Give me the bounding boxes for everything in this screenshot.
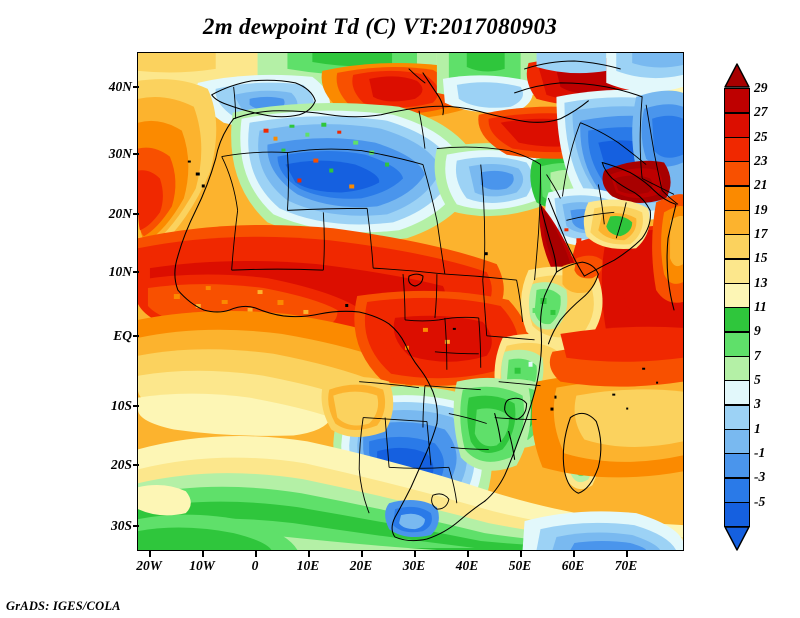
y-axis-tick [133, 525, 139, 527]
colorbar-swatch [724, 112, 750, 138]
x-axis-tick [520, 551, 522, 557]
x-axis-label-20w: 20W [136, 558, 162, 573]
x-axis-label-20e: 20E [349, 558, 373, 573]
x-axis-label-10e: 10E [296, 558, 320, 573]
colorbar-swatch [724, 501, 750, 527]
colorbar-tick-label: 11 [754, 299, 767, 314]
y-axis-label-eq: EQ [113, 328, 132, 343]
colorbar-divider [724, 258, 750, 260]
x-axis-tick [573, 551, 575, 557]
colorbar-tick-label: -3 [754, 469, 766, 485]
colorbar-tick-label: 9 [754, 323, 761, 339]
y-axis-label-40n: 40N [108, 79, 132, 94]
colorbar-divider [724, 234, 750, 236]
colorbar-swatch [724, 380, 750, 405]
colorbar-swatch [724, 428, 750, 454]
colorbar-swatch [724, 453, 750, 478]
colorbar-tick-label: 15 [754, 250, 768, 266]
colorbar-swatch [724, 307, 750, 332]
x-axis-label-10w: 10W [189, 558, 215, 573]
colorbar-divider [724, 307, 750, 309]
y-axis-label-30s: 30S [110, 518, 132, 533]
colorbar-divider [724, 380, 750, 382]
x-axis-tick [308, 551, 310, 557]
colorbar-swatch [724, 355, 750, 381]
colorbar-tick-label: 23 [754, 153, 768, 168]
colorbar-over-arrow [724, 63, 750, 88]
colorbar-swatch [724, 282, 750, 308]
colorbar-under-arrow [724, 526, 750, 551]
colorbar-divider [724, 161, 750, 163]
colorbar-tick-label: 7 [754, 347, 761, 363]
colorbar-divider [724, 477, 750, 479]
colorbar-tick-label: 21 [754, 177, 768, 193]
y-axis-tick [133, 335, 139, 337]
x-axis-label-0: 0 [251, 558, 259, 573]
colorbar-tick-label: 3 [754, 396, 761, 412]
colorbar-tick-label: 5 [754, 372, 761, 387]
colorbar-legend: 29 27 25 23 21 19 17 15 13 11 9 7 5 3 1 -1 -3 -5 [724, 63, 768, 551]
colorbar-tick-label: 17 [754, 226, 768, 241]
colorbar-divider [724, 331, 750, 333]
colorbar-swatch [724, 136, 750, 162]
colorbar-swatch [724, 477, 750, 503]
colorbar-divider [724, 282, 750, 285]
colorbar-swatch [724, 161, 750, 186]
colorbar-swatch [724, 185, 750, 211]
y-axis-label-20s: 20S [110, 457, 132, 472]
colorbar-tick-label: 19 [754, 201, 768, 217]
x-axis-label-60e: 60E [561, 558, 585, 573]
colorbar-divider [724, 185, 750, 187]
colorbar-swatch [724, 258, 750, 284]
colorbar-tick-label: -1 [754, 445, 766, 460]
x-axis-tick [626, 551, 628, 557]
colorbar-tick-label: 1 [754, 420, 761, 436]
colorbar-swatch [724, 88, 750, 113]
colorbar-swatch [724, 331, 750, 357]
colorbar-tick-label: 13 [754, 274, 768, 290]
colorbar-divider [724, 501, 750, 504]
colorbar-tick-label: 27 [754, 104, 768, 120]
x-axis-label-30e: 30E [402, 558, 426, 573]
x-axis-tick [414, 551, 416, 557]
colorbar-swatch [724, 209, 750, 235]
colorbar-tick-label: -5 [754, 493, 766, 509]
colorbar-divider [724, 136, 750, 139]
y-axis-label-30n: 30N [108, 146, 132, 161]
x-axis-tick [149, 551, 151, 557]
x-axis-tick [361, 551, 363, 557]
colorbar-divider [724, 209, 750, 212]
y-axis-label-20n: 20N [108, 206, 132, 221]
colorbar-divider [724, 428, 750, 431]
page-title: 2m dewpoint Td (C) VT:2017080903 [202, 14, 558, 39]
x-axis-label-50e: 50E [508, 558, 532, 573]
y-axis-tick [133, 86, 139, 88]
x-axis-tick [467, 551, 469, 557]
colorbar-divider [724, 404, 750, 406]
colorbar-divider [724, 112, 750, 114]
x-axis-tick [255, 551, 257, 557]
y-axis-tick [133, 464, 139, 466]
y-axis-label-10n: 10N [108, 264, 132, 279]
map-plot-area [137, 52, 684, 551]
colorbar-tick-label: 25 [754, 128, 768, 144]
x-axis-tick [202, 551, 204, 557]
footer-credit: GrADS: IGES/COLA [6, 599, 121, 613]
colorbar-swatch [724, 234, 750, 259]
colorbar-tick-label: 29 [754, 80, 768, 95]
colorbar-divider [724, 453, 750, 455]
dewpoint-contour-map [138, 53, 683, 550]
y-axis-tick [133, 213, 139, 215]
y-axis-tick [133, 271, 139, 273]
y-axis-label-10s: 10S [110, 398, 132, 413]
colorbar-divider [724, 88, 750, 90]
colorbar-swatch [724, 404, 750, 430]
x-axis-label-40e: 40E [455, 558, 479, 573]
x-axis-label-70e: 70E [614, 558, 638, 573]
y-axis-tick [133, 405, 139, 407]
colorbar-divider [724, 355, 750, 358]
y-axis-tick [133, 153, 139, 155]
